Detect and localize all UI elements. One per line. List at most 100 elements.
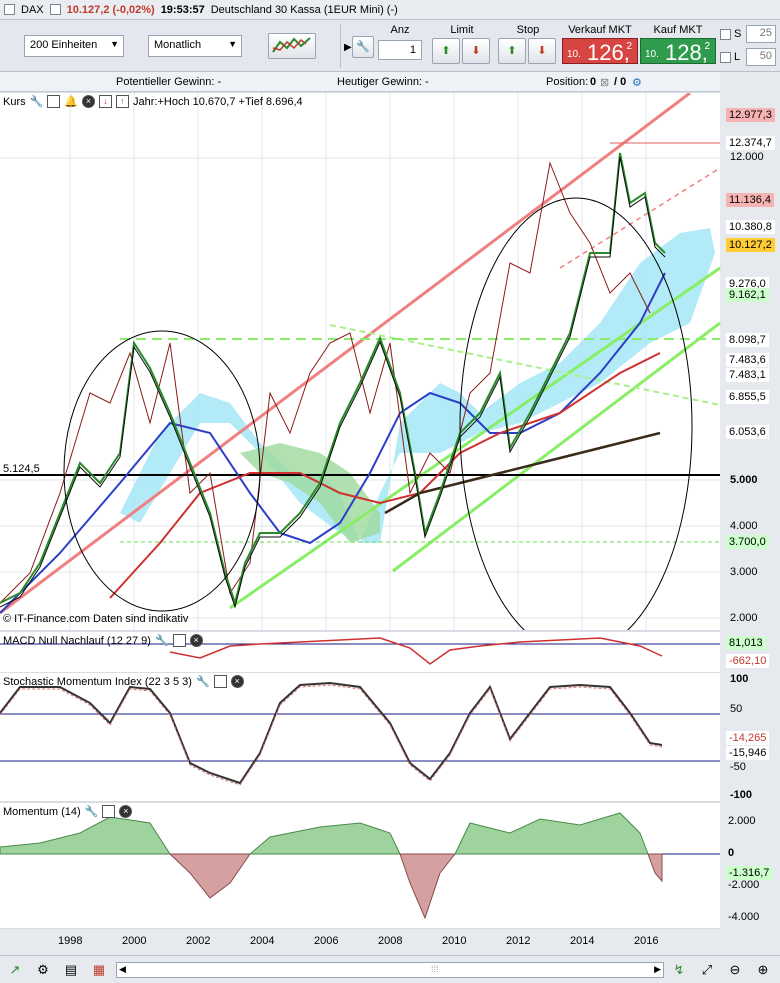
scroll-right-icon[interactable]: ▶: [654, 964, 661, 974]
zoom-in-icon[interactable]: ⊕: [757, 962, 769, 977]
close-icon[interactable]: ×: [82, 95, 96, 108]
arrow-down-icon[interactable]: ↓: [99, 95, 113, 108]
y-tick: 5.000: [730, 474, 758, 486]
macd-pane[interactable]: MACD Null Nachlauf (12 27 9) 🔧 ×: [0, 632, 720, 672]
position-close-icon[interactable]: ⊠: [600, 77, 610, 89]
stoch-y-tick: -100: [730, 789, 753, 801]
quantity-value: 1: [409, 44, 416, 56]
quantity-input[interactable]: 1: [378, 40, 422, 60]
zoom-fit-icon[interactable]: ⤢: [701, 962, 713, 977]
momentum-area-positive: [0, 816, 171, 855]
highlight-ellipse: [63, 330, 261, 612]
mom-y-tick: -2.000: [728, 879, 760, 891]
trend-line-dashed-green: [329, 324, 721, 406]
momentum-area-negative: [168, 853, 251, 899]
close-icon[interactable]: ×: [230, 675, 244, 688]
window-checkbox[interactable]: [4, 4, 15, 15]
time-scrollbar[interactable]: ◀ ⁞⁞⁞ ▶: [116, 962, 664, 978]
sell-market-button[interactable]: 10. 126, 2: [562, 38, 638, 65]
price-chart[interactable]: [0, 93, 780, 630]
trend-line-dashed: [559, 167, 721, 269]
momentum-area-negative: [647, 853, 663, 883]
price-axis: 12.000 5.000 4.000 3.000 2.000 12.977,3 1…: [720, 93, 780, 630]
window-icon[interactable]: [102, 805, 116, 818]
price-chart-pane[interactable]: Kurs 🔧 🔔 × ↓ ↑ Jahr:+Hoch 10.670,7 +Tief…: [0, 93, 721, 630]
momentum-pane-header: Momentum (14) 🔧 ×: [3, 805, 133, 818]
position-value: 0: [590, 76, 597, 88]
momentum-chart: [0, 812, 720, 920]
limit-sell-button[interactable]: ⬇: [462, 38, 490, 64]
macd-chart: [0, 637, 720, 665]
limit-buy-button[interactable]: ⬆: [432, 38, 460, 64]
last-price: 10.127,2 (-0,02%): [66, 3, 155, 16]
s-checkbox[interactable]: [720, 29, 731, 40]
wrench-icon[interactable]: 🔧: [84, 806, 99, 818]
ichimoku-cloud-green: [240, 443, 380, 543]
buy-label: Kauf MKT: [653, 24, 703, 36]
limit-sell-icon: ⬇: [471, 45, 481, 57]
wrench-icon[interactable]: 🔧: [29, 96, 44, 108]
right-axis-panel: [720, 72, 780, 958]
support-level-label: 5.124,5: [3, 463, 40, 475]
list-icon[interactable]: ▤: [64, 962, 78, 977]
close-icon[interactable]: ×: [189, 634, 203, 647]
time-axis: 1998 2000 2002 2004 2006 2008 2010 2012 2014 2016: [0, 929, 720, 955]
order-list-icon[interactable]: ▦: [92, 962, 106, 977]
chart-type-icon: [272, 37, 311, 53]
bell-icon[interactable]: 🔔: [64, 96, 79, 108]
scroll-grip-icon[interactable]: ⁞⁞⁞: [431, 964, 439, 974]
x-tick-label: 2016: [634, 935, 659, 947]
l-checkbox[interactable]: [720, 52, 731, 63]
scroll-left-icon[interactable]: ◀: [119, 964, 126, 974]
price-pane-title: Kurs: [3, 95, 26, 108]
gear-icon[interactable]: ⚙: [632, 77, 642, 89]
indicator-icon[interactable]: ⚙: [37, 962, 49, 977]
window-icon[interactable]: [213, 675, 227, 688]
momentum-pane[interactable]: Momentum (14) 🔧 ×: [0, 803, 720, 928]
limit-label: Limit: [450, 24, 474, 36]
units-value: 200 Einheiten: [30, 39, 98, 51]
buy-market-button[interactable]: 10. 128, 2: [640, 38, 716, 65]
chart-style-icon[interactable]: ↯: [673, 962, 685, 977]
price-level-tag: 12.374,7: [726, 136, 775, 150]
arrow-up-icon[interactable]: ↑: [116, 95, 130, 108]
price-level-tag: 10.380,8: [726, 220, 775, 234]
momentum-area-positive: [248, 822, 401, 855]
wrench-icon[interactable]: 🔧: [154, 635, 169, 647]
stoch-signal-tag: -15,946: [726, 746, 770, 760]
highlight-ellipse: [459, 197, 693, 630]
info-icon[interactable]: [49, 4, 61, 15]
anz-label: Anz: [390, 24, 410, 36]
stochastic-pane[interactable]: Stochastic Momentum Index (22 3 5 3) 🔧 ×: [0, 673, 720, 801]
play-icon[interactable]: ▶: [344, 42, 352, 53]
x-tick-label: 2002: [186, 935, 211, 947]
window-icon[interactable]: [47, 95, 61, 108]
period-select[interactable]: Monatlich ▼: [148, 35, 242, 57]
stop-sell-button[interactable]: ⬇: [528, 38, 556, 64]
chart-type-button[interactable]: [268, 33, 316, 59]
close-icon[interactable]: ×: [119, 805, 133, 818]
x-tick-label: 2008: [378, 935, 403, 947]
price-level-tag: 3.700,0: [726, 535, 769, 549]
sell-price-prefix: 10.: [567, 49, 581, 60]
s-value: 25: [759, 27, 772, 39]
macd-pane-title: MACD Null Nachlauf (12 27 9): [3, 634, 151, 647]
window-icon[interactable]: [172, 634, 186, 647]
units-select[interactable]: 200 Einheiten ▼: [24, 35, 124, 57]
wrench-icon[interactable]: 🔧: [195, 676, 210, 688]
s-input[interactable]: 25: [746, 25, 776, 43]
y-tick: 4.000: [730, 520, 758, 532]
l-input[interactable]: 50: [746, 48, 776, 66]
momentum-area-positive: [454, 812, 649, 855]
stop-buy-button[interactable]: ⬆: [498, 38, 526, 64]
wrench-button[interactable]: 🔧: [352, 36, 374, 58]
price-level-tag: 6.053,6: [726, 425, 769, 439]
zoom-out-icon[interactable]: ⊖: [729, 962, 741, 977]
sell-label: Verkauf MKT: [568, 24, 632, 36]
position-total: / 0: [614, 76, 627, 88]
draw-tool-icon[interactable]: ↗: [9, 962, 21, 977]
mom-y-tick: 2.000: [728, 815, 756, 827]
chevron-down-icon: ▼: [110, 39, 119, 49]
trend-line-lower: [392, 321, 721, 573]
wrench-icon: 🔧: [356, 41, 370, 53]
